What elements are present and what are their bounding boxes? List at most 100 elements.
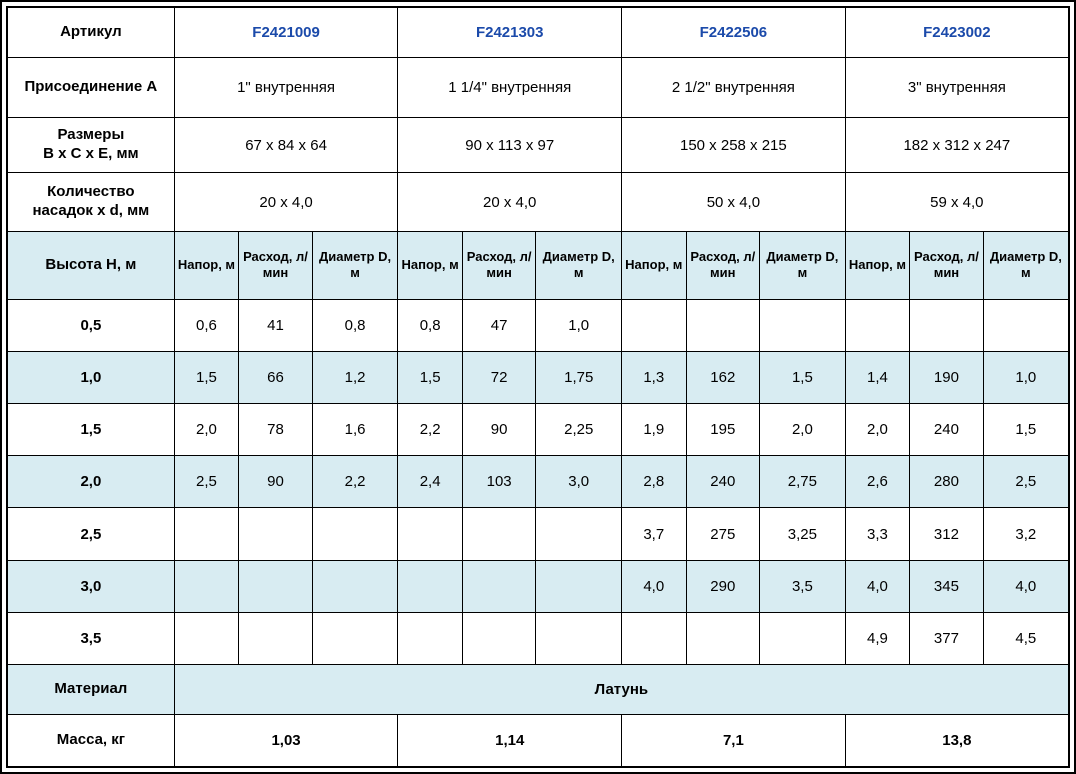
data-cell bbox=[397, 611, 463, 666]
data-cell bbox=[844, 298, 911, 352]
column-header-diameter: Диаметр D, м bbox=[982, 231, 1070, 300]
data-cell: 4,0 bbox=[982, 559, 1070, 613]
table-row: 2,0 2,5 90 2,2 2,4 103 3,0 2,8 240 2,75 2,6 280 2,5 bbox=[6, 455, 1070, 509]
mass-value: 13,8 bbox=[844, 714, 1070, 768]
data-cell bbox=[173, 611, 240, 666]
data-cell bbox=[535, 559, 623, 613]
data-cell: 0,8 bbox=[311, 298, 399, 352]
mass-value: 1,03 bbox=[173, 714, 399, 768]
connection-value: 1" внутренняя bbox=[173, 56, 399, 118]
data-cell: 3,25 bbox=[759, 507, 846, 561]
data-cell: 1,5 bbox=[173, 350, 240, 405]
table-row: 3,5 4,9 377 4,5 bbox=[6, 611, 1070, 666]
row-label-connection: Присоединение А bbox=[6, 56, 175, 118]
data-cell bbox=[311, 611, 399, 666]
article-number: F2421303 bbox=[397, 6, 623, 58]
data-cell: 66 bbox=[238, 350, 313, 405]
table-row: 2,5 3,7 275 3,25 3,3 312 3,2 bbox=[6, 507, 1070, 561]
nozzles-label-line1: Количество bbox=[47, 183, 135, 201]
dimensions-value: 67 х 84 х 64 bbox=[173, 116, 399, 174]
data-cell bbox=[238, 559, 313, 613]
data-cell: 4,9 bbox=[844, 611, 911, 666]
data-cell bbox=[535, 507, 623, 561]
data-cell: 4,0 bbox=[844, 559, 911, 613]
height-cell: 0,5 bbox=[6, 298, 175, 352]
data-cell: 2,5 bbox=[173, 455, 240, 509]
data-cell: 1,0 bbox=[535, 298, 623, 352]
column-header-head: Напор, м bbox=[844, 231, 911, 300]
data-cell: 3,2 bbox=[982, 507, 1070, 561]
material-value: Латунь bbox=[173, 664, 1070, 716]
data-cell: 90 bbox=[461, 402, 537, 457]
height-cell: 1,5 bbox=[6, 402, 175, 457]
article-number: F2423002 bbox=[844, 6, 1070, 58]
data-cell: 0,8 bbox=[397, 298, 463, 352]
data-cell bbox=[461, 611, 537, 666]
data-cell: 3,7 bbox=[621, 507, 687, 561]
column-header-flow: Расход, л/мин bbox=[685, 231, 761, 300]
data-cell: 162 bbox=[685, 350, 761, 405]
nozzles-label-line2: насадок х d, мм bbox=[32, 202, 150, 220]
mass-value: 7,1 bbox=[621, 714, 846, 768]
data-cell bbox=[621, 298, 687, 352]
nozzles-value: 59 х 4,0 bbox=[844, 172, 1070, 233]
height-cell: 1,0 bbox=[6, 350, 175, 405]
data-cell bbox=[397, 507, 463, 561]
article-number: F2421009 bbox=[173, 6, 399, 58]
dimensions-value: 90 х 113 х 97 bbox=[397, 116, 623, 174]
data-cell bbox=[685, 298, 761, 352]
data-cell: 4,0 bbox=[621, 559, 687, 613]
data-cell bbox=[461, 507, 537, 561]
data-cell: 2,0 bbox=[844, 402, 911, 457]
data-cell: 1,5 bbox=[759, 350, 846, 405]
column-header-diameter: Диаметр D, м bbox=[311, 231, 399, 300]
data-cell bbox=[685, 611, 761, 666]
data-cell bbox=[238, 611, 313, 666]
data-cell bbox=[173, 507, 240, 561]
data-cell: 2,0 bbox=[759, 402, 846, 457]
data-cell: 2,75 bbox=[759, 455, 846, 509]
data-cell: 2,0 bbox=[173, 402, 240, 457]
data-cell: 290 bbox=[685, 559, 761, 613]
row-dimensions: Размеры В х С х Е, мм 67 х 84 х 64 90 х … bbox=[6, 116, 1070, 174]
data-cell: 2,2 bbox=[311, 455, 399, 509]
data-cell: 3,5 bbox=[759, 559, 846, 613]
data-cell: 0,6 bbox=[173, 298, 240, 352]
data-cell bbox=[397, 559, 463, 613]
height-cell: 3,0 bbox=[6, 559, 175, 613]
row-label-mass: Масса, кг bbox=[6, 714, 175, 768]
data-cell: 3,3 bbox=[844, 507, 911, 561]
data-cell: 103 bbox=[461, 455, 537, 509]
connection-value: 3" внутренняя bbox=[844, 56, 1070, 118]
data-cell: 3,0 bbox=[535, 455, 623, 509]
dimensions-value: 150 х 258 х 215 bbox=[621, 116, 846, 174]
data-cell: 1,5 bbox=[397, 350, 463, 405]
data-cell bbox=[238, 507, 313, 561]
data-cell: 275 bbox=[685, 507, 761, 561]
row-label-dimensions: Размеры В х С х Е, мм bbox=[6, 116, 175, 174]
data-cell: 1,4 bbox=[844, 350, 911, 405]
data-cell: 2,6 bbox=[844, 455, 911, 509]
data-cell: 240 bbox=[685, 455, 761, 509]
data-cell bbox=[535, 611, 623, 666]
data-cell: 1,3 bbox=[621, 350, 687, 405]
data-cell: 190 bbox=[909, 350, 984, 405]
row-nozzles: Количество насадок х d, мм 20 х 4,0 20 х… bbox=[6, 172, 1070, 233]
data-cell bbox=[759, 611, 846, 666]
data-cell bbox=[982, 298, 1070, 352]
data-cell bbox=[621, 611, 687, 666]
table-row: 1,5 2,0 78 1,6 2,2 90 2,25 1,9 195 2,0 2,0 240 1,5 bbox=[6, 402, 1070, 457]
data-cell: 1,75 bbox=[535, 350, 623, 405]
data-cell: 1,0 bbox=[982, 350, 1070, 405]
column-header-flow: Расход, л/мин bbox=[909, 231, 984, 300]
data-cell: 1,2 bbox=[311, 350, 399, 405]
connection-value: 1 1/4" внутренняя bbox=[397, 56, 623, 118]
data-cell: 41 bbox=[238, 298, 313, 352]
column-header-head: Напор, м bbox=[621, 231, 687, 300]
column-header-flow: Расход, л/мин bbox=[238, 231, 313, 300]
data-cell: 377 bbox=[909, 611, 984, 666]
data-cell: 2,25 bbox=[535, 402, 623, 457]
dimensions-value: 182 х 312 х 247 bbox=[844, 116, 1070, 174]
data-cell: 4,5 bbox=[982, 611, 1070, 666]
data-cell bbox=[909, 298, 984, 352]
